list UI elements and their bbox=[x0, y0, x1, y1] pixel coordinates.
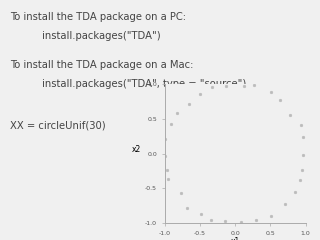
Point bbox=[162, 137, 167, 141]
Point bbox=[252, 83, 257, 87]
Point bbox=[282, 202, 287, 206]
Point bbox=[223, 219, 228, 222]
Point bbox=[298, 178, 303, 181]
Point bbox=[198, 212, 204, 216]
Text: install.packages("TDA"): install.packages("TDA") bbox=[42, 31, 160, 41]
Y-axis label: x2: x2 bbox=[132, 144, 141, 154]
Point bbox=[174, 112, 180, 115]
Point bbox=[184, 206, 189, 210]
Point bbox=[223, 84, 228, 88]
Point bbox=[164, 168, 170, 172]
Text: XX = circleUnif(30): XX = circleUnif(30) bbox=[10, 120, 105, 130]
Point bbox=[197, 93, 202, 96]
Point bbox=[268, 90, 274, 94]
Point bbox=[242, 84, 247, 88]
Point bbox=[209, 218, 214, 222]
Point bbox=[253, 218, 259, 222]
Point bbox=[288, 113, 293, 116]
Point bbox=[186, 102, 191, 106]
Point bbox=[268, 214, 273, 217]
X-axis label: x1: x1 bbox=[231, 237, 240, 240]
Point bbox=[178, 191, 183, 195]
Text: To install the TDA package on a Mac:: To install the TDA package on a Mac: bbox=[10, 60, 193, 70]
Point bbox=[299, 168, 304, 172]
Point bbox=[163, 154, 168, 158]
Point bbox=[277, 98, 282, 102]
Point bbox=[300, 153, 306, 156]
Point bbox=[301, 135, 306, 138]
Text: install.packages("TDA", type = "source"): install.packages("TDA", type = "source") bbox=[42, 79, 246, 89]
Point bbox=[239, 220, 244, 224]
Point bbox=[166, 178, 171, 181]
Point bbox=[292, 190, 297, 194]
Text: To install the TDA package on a PC:: To install the TDA package on a PC: bbox=[10, 12, 186, 22]
Point bbox=[298, 123, 303, 127]
Point bbox=[210, 85, 215, 89]
Point bbox=[168, 122, 173, 126]
